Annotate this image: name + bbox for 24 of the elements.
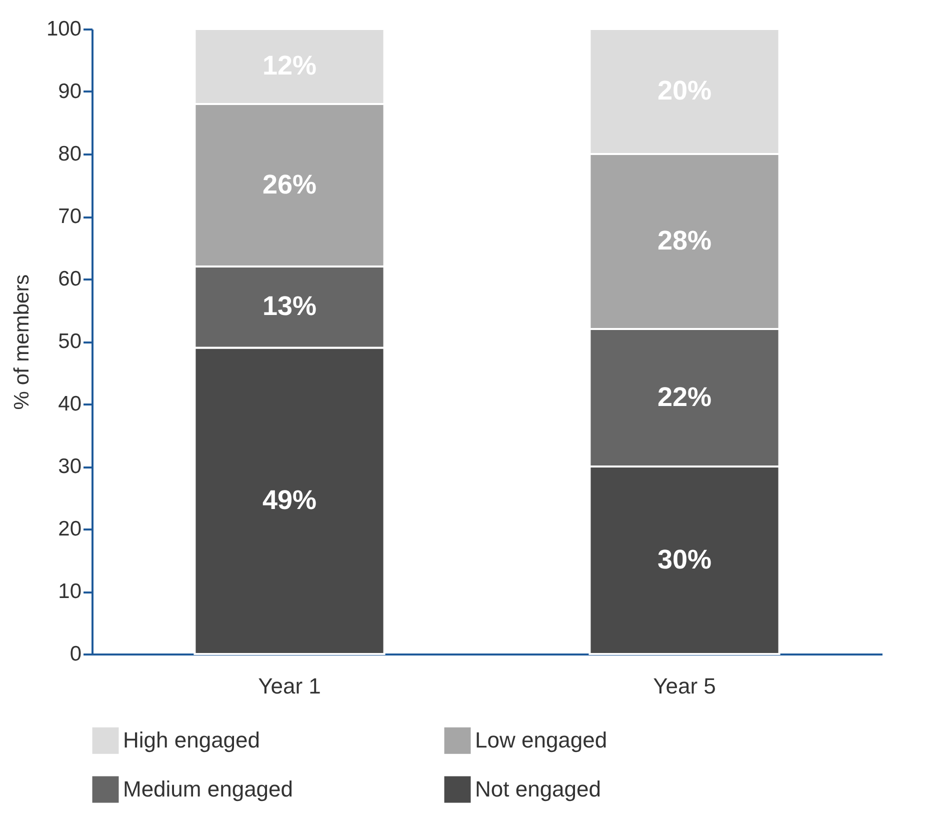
y-tick-label: 30 <box>58 455 82 478</box>
y-tick-label: 20 <box>58 518 82 540</box>
y-tick-label: 50 <box>58 330 82 353</box>
legend-label: Not engaged <box>475 776 601 802</box>
y-tick-label: 40 <box>58 392 82 416</box>
data-label: 30% <box>657 544 712 574</box>
legend-label: Low engaged <box>475 728 608 753</box>
y-tick-label: 100 <box>46 18 82 40</box>
y-tick-label: 90 <box>58 80 82 103</box>
y-tick-label: 10 <box>58 580 82 603</box>
y-tick-label: 80 <box>58 142 82 166</box>
y-tick-label: 60 <box>58 268 82 290</box>
data-label: 22% <box>657 382 712 412</box>
data-label: 28% <box>657 226 712 256</box>
y-axis-title: % of members <box>10 274 34 410</box>
legend-label: High engaged <box>123 728 260 753</box>
data-label: 13% <box>262 291 317 322</box>
y-tick-label: 70 <box>58 205 82 228</box>
y-tick-label: 0 <box>70 642 82 666</box>
x-tick-label: Year 5 <box>653 674 716 698</box>
x-tick-label: Year 1 <box>258 674 321 698</box>
data-label: 26% <box>262 169 317 200</box>
legend-label: Medium engaged <box>123 776 294 802</box>
data-label: 49% <box>262 484 317 515</box>
